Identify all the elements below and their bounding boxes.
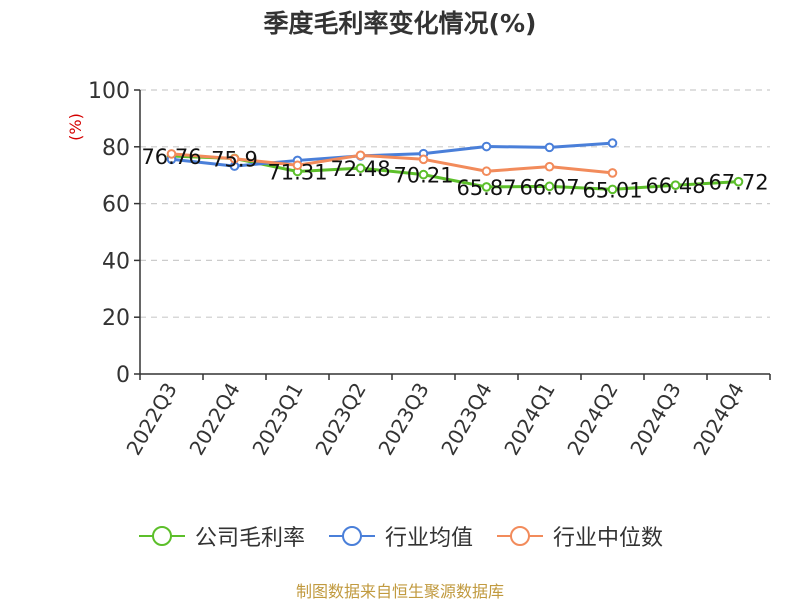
data-point-company: [607, 184, 618, 195]
y-tick-label: 100: [88, 79, 130, 104]
x-tick-label: 2024Q1: [499, 379, 559, 460]
legend-marker-icon: [328, 526, 375, 546]
data-label: 65.01: [582, 178, 642, 202]
legend-circle: [341, 526, 362, 546]
data-label: 65.87: [456, 176, 516, 200]
x-tick-label: 2024Q3: [625, 379, 685, 460]
y-tick-label: 0: [116, 363, 130, 388]
source-note: 制图数据来自恒生聚源数据库: [295, 582, 504, 601]
legend-circle: [510, 526, 530, 546]
data-point-industry_median: [481, 166, 492, 177]
data-label: 75.9: [211, 147, 258, 171]
chart-title: 季度毛利率变化情况(%): [263, 9, 537, 38]
x-tick-label: 2023Q3: [373, 379, 433, 460]
data-label: 71.31: [267, 160, 327, 184]
data-label: 66.07: [519, 175, 579, 199]
data-label: 67.72: [708, 171, 768, 195]
legend-label: 公司毛利率: [194, 526, 305, 551]
legend-marker-icon: [138, 526, 185, 546]
data-point-industry_median: [355, 150, 366, 161]
data-point-industry_median: [418, 154, 429, 165]
legend-label: 行业中位数: [553, 526, 664, 551]
x-tick-label: 2022Q4: [184, 379, 244, 460]
data-point-industry_median: [292, 160, 303, 171]
data-point-industry_avg: [607, 138, 618, 148]
data-label: 70.21: [393, 164, 453, 188]
legend-item-company[interactable]: 公司毛利率: [137, 520, 305, 552]
series-line-industry_avg: [171, 141, 613, 168]
legend: 公司毛利率 行业均值 行业中位数: [0, 520, 800, 552]
y-tick-label: 60: [102, 193, 130, 218]
y-tick-label: 20: [102, 306, 130, 331]
x-tick-label: 2023Q4: [436, 379, 496, 460]
x-tick-label: 2024Q2: [562, 379, 622, 460]
data-point-company: [355, 163, 366, 173]
data-point-industry_median: [166, 149, 177, 159]
data-point-company: [418, 169, 429, 180]
series-line-industry_median: [171, 152, 613, 175]
data-point-industry_median: [607, 168, 618, 178]
data-point-company: [481, 182, 492, 192]
legend-label: 行业均值: [384, 526, 473, 551]
grid-lines: [140, 89, 770, 318]
legend-circle: [151, 526, 172, 546]
data-label: 76.76: [141, 145, 201, 169]
data-point-company: [670, 180, 681, 190]
data-point-company: [544, 181, 555, 192]
legend-marker-icon: [497, 526, 543, 546]
data-label: 72.48: [330, 157, 390, 181]
data-point-industry_avg: [481, 141, 492, 152]
y-tick-label: 80: [102, 136, 130, 161]
data-point-industry_median: [229, 153, 240, 164]
series-line-company: [171, 154, 739, 191]
x-tick-label: 2022Q3: [121, 379, 181, 460]
x-tick-label: 2023Q2: [310, 379, 370, 460]
data-label: 66.48: [645, 174, 705, 198]
y-axis-label: (%): [66, 113, 85, 141]
series: [166, 138, 744, 195]
data-point-company: [733, 176, 744, 187]
x-tick-label: 2024Q4: [688, 379, 748, 460]
legend-item-industry_median[interactable]: 行业中位数: [495, 520, 663, 552]
legend-item-industry_avg[interactable]: 行业均值: [327, 520, 473, 552]
x-tick-label: 2023Q1: [247, 379, 307, 460]
data-point-industry_median: [544, 161, 555, 172]
y-tick-label: 40: [102, 249, 130, 274]
data-point-industry_avg: [544, 142, 555, 153]
